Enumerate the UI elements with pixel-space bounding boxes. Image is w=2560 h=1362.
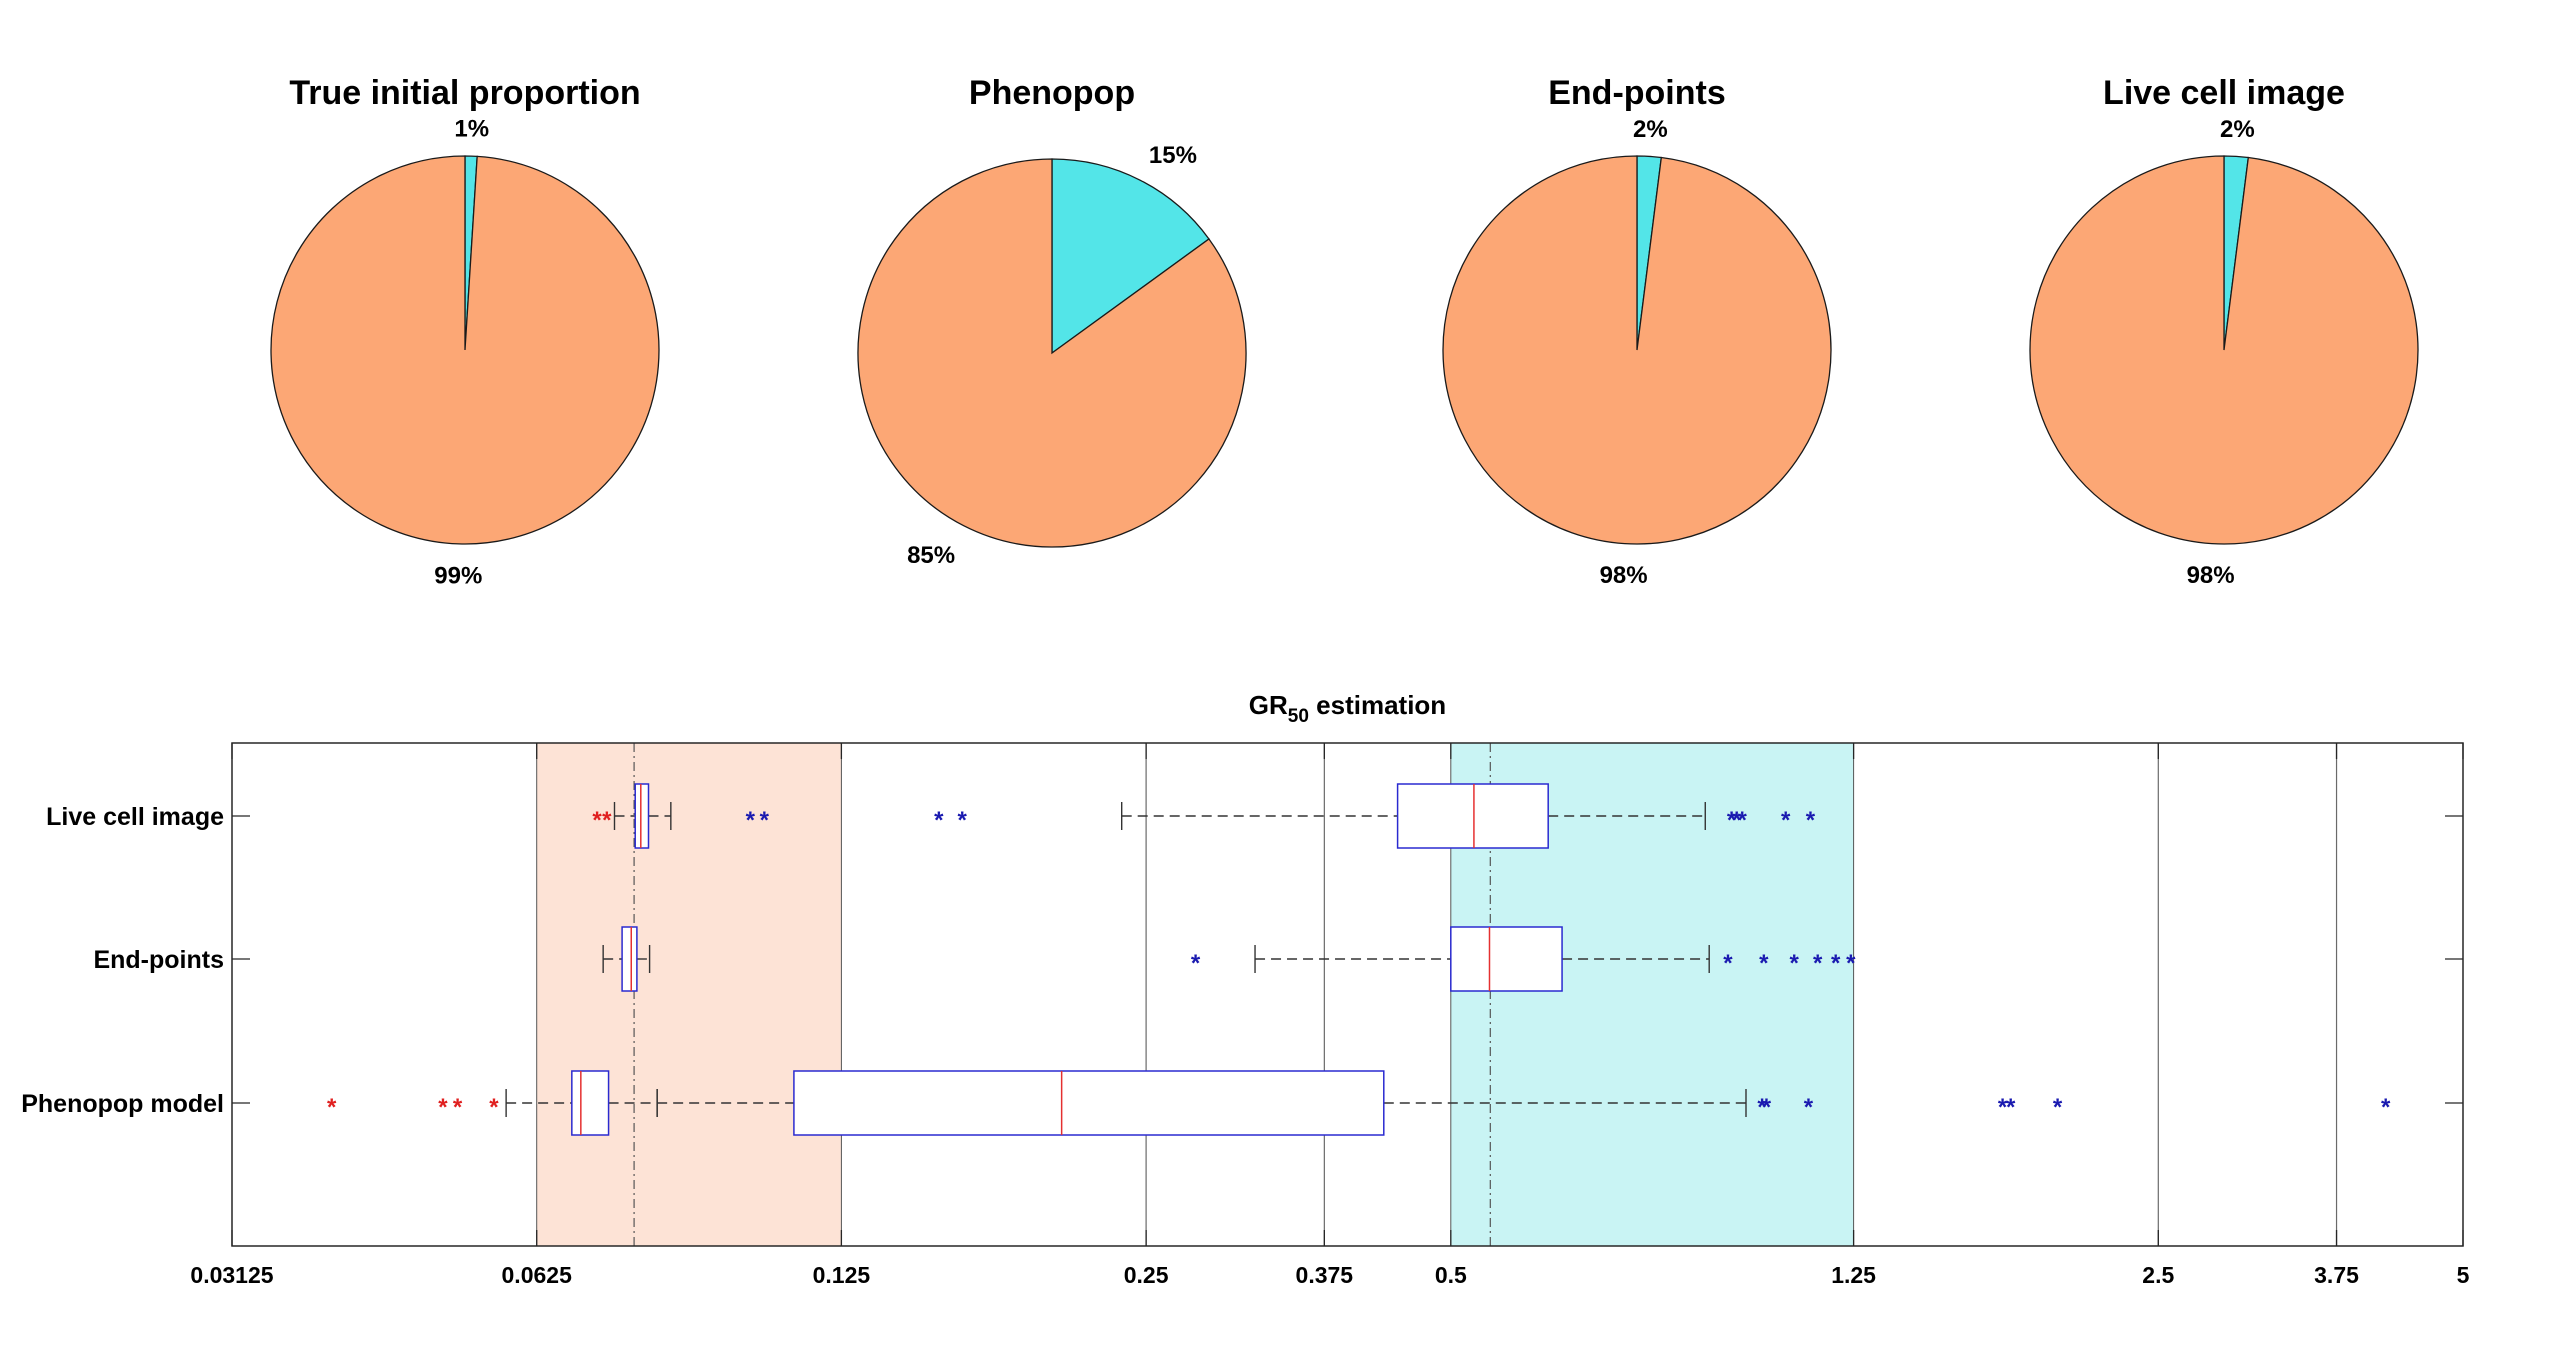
pie-slice-label: 2% xyxy=(1633,116,1668,143)
pie-live-cell-image: Live cell image 2% 98% xyxy=(2029,74,2419,589)
box xyxy=(571,1070,610,1136)
outlier-point: * xyxy=(1831,950,1841,977)
outlier-point: * xyxy=(1762,1094,1772,1121)
pie-slice-label: 99% xyxy=(434,562,482,589)
outlier-point: * xyxy=(1191,950,1201,977)
category-label: End-points xyxy=(93,946,224,974)
pie-charts-group: True initial proportion 1% 99% Phenopop 15% 8… xyxy=(270,74,2419,589)
category-label: Phenopop model xyxy=(21,1090,224,1118)
outlier-point: * xyxy=(1732,807,1742,834)
x-tick-label: 0.0625 xyxy=(502,1262,573,1288)
outlier-point: * xyxy=(2006,1094,2016,1121)
pie-slice xyxy=(270,155,660,545)
pie-slice-label: 2% xyxy=(2220,116,2255,143)
pie-title: True initial proportion xyxy=(289,74,640,112)
x-tick-label: 2.5 xyxy=(2142,1262,2174,1288)
shaded-region xyxy=(536,742,842,1247)
category-label: Live cell image xyxy=(46,803,224,831)
outlier-point: * xyxy=(2381,1094,2391,1121)
pie-end-points: End-points 2% 98% xyxy=(1442,74,1832,589)
box-row-end-points: * * * * * * * xyxy=(602,926,1856,992)
outlier-point: * xyxy=(1998,1094,2008,1121)
pie-slice-label: 15% xyxy=(1149,142,1197,169)
box-row-live-cell-image: * * * * * * *** * * xyxy=(592,783,1816,849)
plot-frame xyxy=(231,742,2464,1247)
outlier-point: * xyxy=(438,1094,448,1121)
outlier-point: * xyxy=(760,807,770,834)
box xyxy=(1396,783,1549,849)
boxplot-title-main: GR xyxy=(1249,690,1288,720)
x-tick-label: 0.25 xyxy=(1124,1262,1169,1288)
pie-true-initial-proportion: True initial proportion 1% 99% xyxy=(270,74,660,589)
pie-title: Live cell image xyxy=(2103,74,2345,112)
outlier-point: * xyxy=(327,1094,337,1121)
x-tick-label: 5 xyxy=(2457,1262,2470,1288)
outlier-point: * xyxy=(2053,1094,2063,1121)
outlier-point: * xyxy=(1813,950,1823,977)
outlier-point: * xyxy=(1737,807,1747,834)
x-tick-label: 0.03125 xyxy=(190,1262,273,1288)
pie-slice xyxy=(857,158,1247,548)
outlier-point: * xyxy=(489,1094,499,1121)
outlier-point: * xyxy=(1757,1094,1767,1121)
x-tick-label: 0.125 xyxy=(813,1262,871,1288)
outlier-point: * xyxy=(1790,950,1800,977)
box-row-phenopop-model: * * * * ** * ** * * xyxy=(327,1070,2391,1136)
outlier-point: * xyxy=(957,807,967,834)
box xyxy=(793,1070,1385,1136)
pie-slice-label: 98% xyxy=(1600,562,1648,589)
pie-title: Phenopop xyxy=(969,74,1135,112)
outlier-point: * xyxy=(1781,807,1791,834)
outlier-point: * xyxy=(453,1094,463,1121)
axis-ticks: 0.03125 0.0625 0.125 0.25 0.375 0.5 1.25 2.5 3.7… xyxy=(190,743,2470,1288)
outlier-point: * xyxy=(1806,807,1816,834)
outlier-point: * xyxy=(1846,950,1856,977)
outlier-point: * xyxy=(934,807,944,834)
pie-title: End-points xyxy=(1548,74,1726,112)
gr50-boxplot: * * * * * * *** * *Live cell image* * * * * * *End-poi… xyxy=(21,690,2469,1288)
pie-slice-label: 98% xyxy=(2187,562,2235,589)
outlier-point: * xyxy=(592,807,602,834)
shaded-regions xyxy=(536,742,1855,1247)
pie-slice xyxy=(2029,155,2419,545)
outlier-point: * xyxy=(1723,950,1733,977)
pie-slice xyxy=(1442,155,1832,545)
box xyxy=(621,926,638,992)
boxplot-title: GR50 estimation xyxy=(1249,690,1446,727)
box-groups: * * * * * * *** * *Live cell image* * * * * * *End-poi… xyxy=(21,783,2463,1136)
outlier-point: * xyxy=(746,807,756,834)
outlier-point: * xyxy=(1804,1094,1814,1121)
x-tick-label: 0.375 xyxy=(1296,1262,1354,1288)
x-tick-label: 0.5 xyxy=(1435,1262,1467,1288)
outlier-point: * xyxy=(602,807,612,834)
boxplot-title-subscript: 50 xyxy=(1288,706,1309,727)
pie-slice-label: 85% xyxy=(907,542,955,569)
pie-slice xyxy=(1051,158,1210,355)
outlier-point: * xyxy=(1759,950,1769,977)
boxplot-title-rest: estimation xyxy=(1309,690,1446,720)
outlier-point: * xyxy=(1727,807,1737,834)
x-tick-label: 1.25 xyxy=(1831,1262,1876,1288)
grid-lines xyxy=(1145,743,2338,1246)
box xyxy=(1450,926,1563,992)
pie-slice-label: 1% xyxy=(454,116,489,143)
pie-phenopop: Phenopop 15% 85% xyxy=(857,74,1247,569)
x-tick-label: 3.75 xyxy=(2314,1262,2359,1288)
box xyxy=(634,783,650,849)
